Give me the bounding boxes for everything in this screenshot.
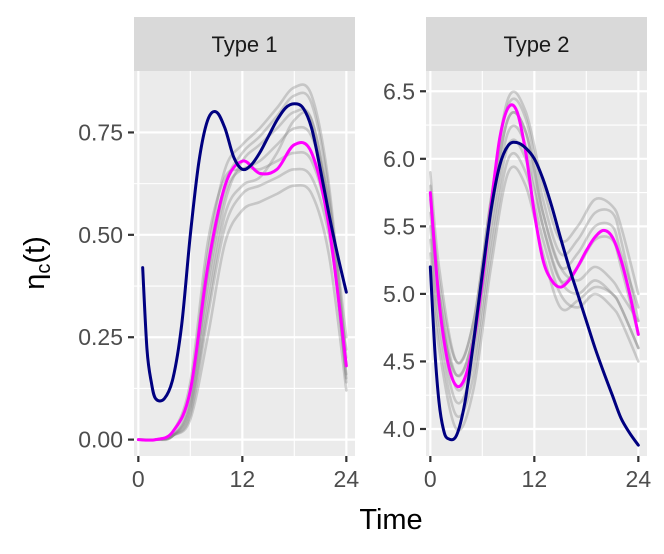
- grey-curve: [137, 183, 348, 442]
- y-tick-label: 0.75: [78, 119, 123, 145]
- grey-curve: [429, 111, 640, 377]
- y-tick-label: 0.00: [78, 427, 123, 453]
- mean-curve: [136, 141, 348, 442]
- panel-type-2: Type 2 0 12 24 4.0 4.5 5.0 5.5 6.0 6.5: [383, 17, 651, 492]
- curves-type-1: [136, 83, 348, 442]
- y-tick-label: 4.5: [383, 348, 415, 374]
- x-axis-title: Time: [359, 504, 422, 536]
- strip-label-type-1: Type 1: [211, 32, 277, 57]
- y-tick-label: 0.25: [78, 324, 123, 350]
- y-tick-label: 4.0: [383, 416, 415, 442]
- x-tick-label: 24: [626, 466, 652, 492]
- highlight-curve: [428, 140, 640, 447]
- axes-type-2: 0 12 24 4.0 4.5 5.0 5.5 6.0 6.5: [383, 78, 651, 492]
- x-tick-label: 24: [334, 466, 360, 492]
- strip-label-type-2: Type 2: [503, 32, 569, 57]
- mean-curve: [428, 103, 640, 389]
- y-axis-title-main: η: [19, 274, 51, 290]
- y-axis-title-tail: (t): [19, 236, 51, 263]
- y-tick-label: 0.50: [78, 222, 123, 248]
- grey-curve: [429, 97, 640, 365]
- x-tick-label: 12: [230, 466, 256, 492]
- x-tick-label: 12: [522, 466, 548, 492]
- x-tick-label: 0: [424, 466, 437, 492]
- y-tick-label: 5.5: [383, 213, 415, 239]
- y-axis-title-sub: c: [33, 264, 55, 274]
- x-tick-label: 0: [132, 466, 145, 492]
- panel-type-1: Type 1 0 12 24 0.00 0.25 0.50 0.75: [78, 17, 359, 492]
- y-tick-label: 6.5: [383, 78, 415, 104]
- curves-type-2: [428, 90, 640, 447]
- grey-curve: [429, 152, 640, 419]
- strip-type-1: [134, 17, 355, 71]
- y-tick-label: 5.0: [383, 281, 415, 307]
- grey-curve: [429, 165, 640, 432]
- grey-curve: [429, 111, 640, 378]
- y-axis-title: ηc(t): [19, 236, 55, 290]
- grey-curve: [137, 167, 348, 442]
- grey-curve: [137, 110, 348, 442]
- y-tick-label: 6.0: [383, 146, 415, 172]
- strip-type-2: [426, 17, 647, 71]
- plot-area-type-1: [134, 71, 355, 456]
- grey-curve: [429, 90, 640, 365]
- highlight-curve: [141, 102, 348, 403]
- grey-curve: [137, 91, 348, 442]
- axes-type-1: 0 12 24 0.00 0.25 0.50 0.75: [78, 119, 359, 492]
